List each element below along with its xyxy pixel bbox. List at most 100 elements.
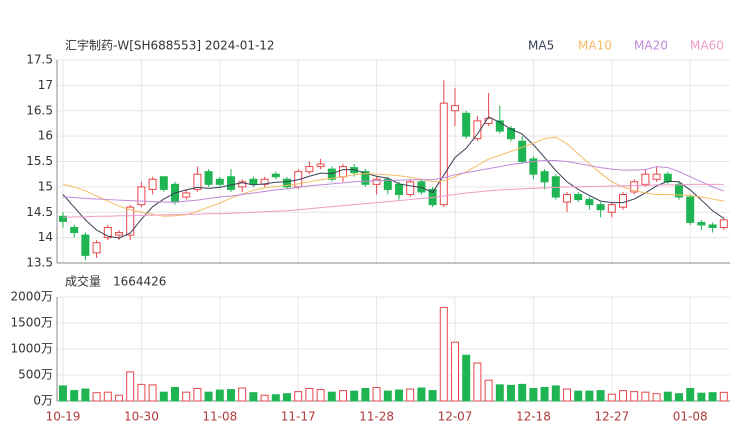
volume-bar [81,388,90,402]
candle-body [607,204,616,213]
volume-bar [663,391,672,402]
volume-bar [383,390,392,402]
x-tick-label: 11-17 [281,410,316,424]
candle-body [574,193,583,201]
y-tick-label: 16 [38,129,53,143]
candle-body [585,199,594,206]
volume-bar [529,388,538,402]
candle-body [563,193,571,203]
volume-bar [283,393,291,402]
candle-body [484,117,493,124]
volume-bar [462,354,471,402]
candle-body [238,181,247,188]
volume-bar [708,392,717,402]
y-tick-label: 1500万 [10,316,53,330]
volume-bar [327,391,336,402]
volume-bar [540,386,549,402]
y-tick-label: 0万 [33,394,53,408]
candle-body [126,206,135,236]
volume-bar [551,385,560,402]
legend-entry: MA60 [690,39,724,53]
volume-bar [686,388,695,402]
candle-body [495,120,504,132]
candle-body [406,181,415,195]
candle-body [663,173,672,183]
y-tick-label: 17.5 [26,53,53,67]
volume-bar [473,362,482,402]
volume-bar [428,390,437,402]
candle-body [204,171,213,185]
ma-line [62,183,724,218]
x-tick-label: 11-28 [359,410,394,424]
candle-body [383,178,392,190]
candle-body [271,173,280,178]
volume-bar [159,391,168,402]
candle-body [719,219,728,228]
volume-latest: 1664426 [113,275,166,289]
volume-bar [451,341,459,402]
candle-body [182,192,191,198]
legend-entry: MA20 [634,39,668,53]
volume-bar [193,388,202,402]
volume-bar [641,391,650,402]
volume-bar [652,393,661,402]
candle-body [630,181,639,193]
volume-bar [596,390,605,402]
volume-bar [115,394,123,402]
volume-bar [137,383,146,402]
volume-bar [103,391,112,402]
ma-line [62,159,724,203]
volume-bar [585,390,594,402]
candle-body [361,171,370,185]
y-tick-label: 2000万 [10,290,53,304]
y-tick-label: 500万 [18,368,53,382]
candle-body [697,221,706,226]
candle-body [327,168,336,180]
volume-bar [126,371,135,402]
x-tick-label: 01-08 [673,410,708,424]
volume-bar [607,393,616,402]
volume-bar [574,390,583,402]
volume-bar [215,389,224,402]
candle-body [540,171,549,183]
volume-bar [697,392,706,402]
y-tick-label: 1000万 [10,342,53,356]
candle-body [215,178,224,185]
candle-body [283,178,291,188]
volume-bar [439,306,448,402]
candle-body [395,183,403,195]
volume-bar [372,386,381,402]
volume-bar [227,389,235,402]
candle-body [70,226,79,234]
volume-bar [305,388,314,402]
y-tick-label: 17 [38,78,53,92]
ma-line [62,136,724,217]
legend-entry: MA5 [528,39,554,53]
candle-body [473,120,482,140]
candle-body [596,204,605,211]
volume-bar [675,393,683,402]
candle-body [529,158,538,175]
volume-bar [361,388,370,402]
candle-body [305,166,314,173]
candle-body [619,193,627,208]
y-tick-label: 14.5 [26,205,53,219]
candle-body [249,178,258,185]
candle-body [115,232,123,236]
x-tick-label: 10-19 [46,410,81,424]
volume-bar [719,391,728,402]
y-tick-label: 16.5 [26,103,53,117]
candle-body [148,178,157,190]
candle-body [260,178,269,185]
volume-bar [619,390,627,402]
legend-entry: MA10 [578,39,612,53]
candle-body [708,224,717,228]
y-tick-label: 13.5 [26,256,53,270]
candle-body [316,163,325,168]
volume-bar [563,388,571,402]
y-tick-label: 15 [38,179,53,193]
candle-body [193,173,202,190]
candle-body [92,242,101,254]
candle-body [451,105,459,112]
volume-bar [316,389,325,402]
